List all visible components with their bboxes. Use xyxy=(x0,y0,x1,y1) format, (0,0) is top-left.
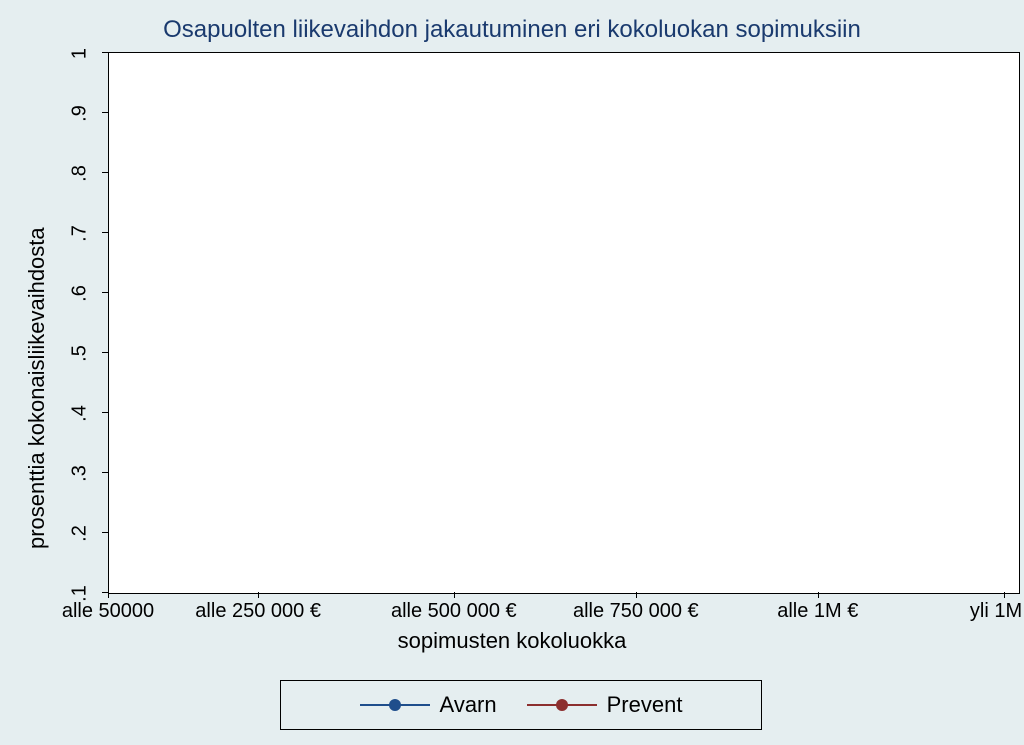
x-axis-label: sopimusten kokoluokka xyxy=(0,628,1024,654)
y-tick-mark xyxy=(102,112,108,113)
x-tick-label: alle 1M € xyxy=(777,600,858,623)
y-tick-label: 1 xyxy=(69,34,92,74)
legend-label: Prevent xyxy=(607,692,683,718)
x-tick-mark xyxy=(636,592,637,598)
x-tick-mark xyxy=(108,592,109,598)
x-tick-label: alle 750 000 € xyxy=(573,600,699,623)
y-tick-mark xyxy=(102,172,108,173)
y-tick-label: .5 xyxy=(69,334,92,374)
y-tick-mark xyxy=(102,292,108,293)
legend-item: Prevent xyxy=(527,692,683,718)
legend-swatch xyxy=(360,695,430,715)
y-tick-label: .9 xyxy=(69,94,92,134)
x-tick-mark xyxy=(818,592,819,598)
y-tick-mark xyxy=(102,532,108,533)
legend: Avarn Prevent xyxy=(280,680,762,730)
legend-item: Avarn xyxy=(360,692,497,718)
y-tick-mark xyxy=(102,352,108,353)
y-tick-label: .7 xyxy=(69,214,92,254)
y-tick-label: .8 xyxy=(69,154,92,194)
plot-area xyxy=(108,52,1020,594)
legend-swatch xyxy=(527,695,597,715)
y-tick-mark xyxy=(102,412,108,413)
y-tick-mark xyxy=(102,232,108,233)
x-tick-label: alle 500 000 € xyxy=(391,600,517,623)
x-tick-mark xyxy=(1004,592,1005,598)
x-tick-label: alle 250 000 € xyxy=(195,600,321,623)
legend-label: Avarn xyxy=(440,692,497,718)
legend-marker-icon xyxy=(556,699,568,711)
y-tick-mark xyxy=(102,472,108,473)
y-tick-label: .2 xyxy=(69,514,92,554)
y-axis-label: prosenttia kokonaisliikevaihdosta xyxy=(24,227,50,549)
x-tick-mark xyxy=(454,592,455,598)
x-tick-mark xyxy=(258,592,259,598)
y-tick-label: .3 xyxy=(69,454,92,494)
y-tick-mark xyxy=(102,52,108,53)
y-tick-label: .6 xyxy=(69,274,92,314)
legend-marker-icon xyxy=(389,699,401,711)
chart-container: Osapuolten liikevaihdon jakautuminen eri… xyxy=(0,0,1024,745)
y-tick-label: .4 xyxy=(69,394,92,434)
chart-title: Osapuolten liikevaihdon jakautuminen eri… xyxy=(0,16,1024,44)
x-tick-label: yli 1M € xyxy=(970,600,1024,623)
x-tick-label: alle 50000 xyxy=(62,600,154,623)
